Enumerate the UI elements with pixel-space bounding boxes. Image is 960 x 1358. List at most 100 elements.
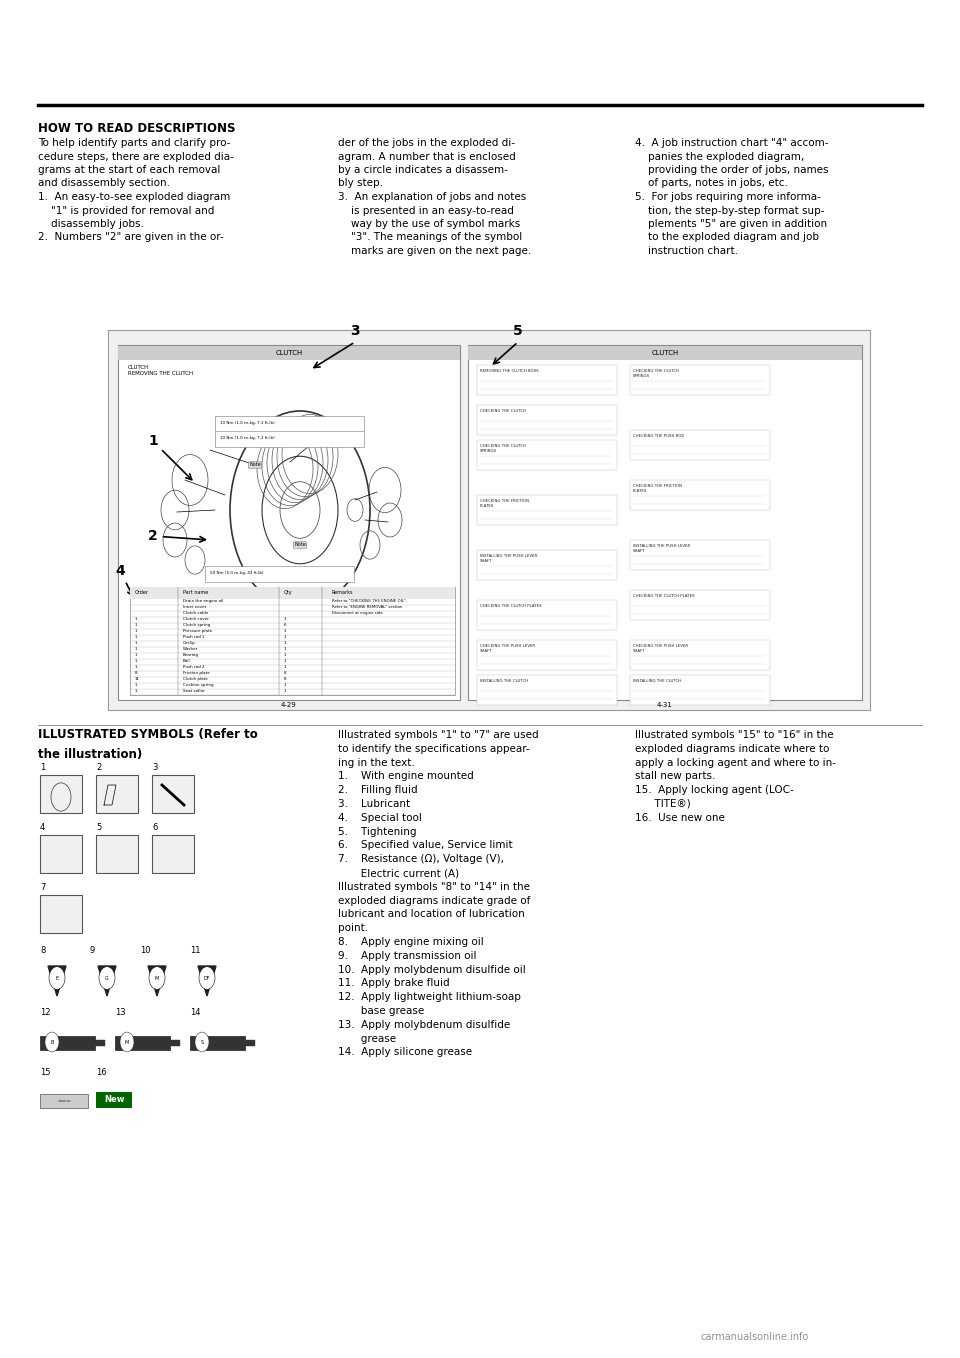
Polygon shape	[148, 966, 166, 995]
Text: 11: 11	[190, 947, 201, 955]
Text: 3: 3	[152, 763, 157, 771]
Text: 10 Nm (1.0 m-kg, 7.2 ft-lb): 10 Nm (1.0 m-kg, 7.2 ft-lb)	[220, 421, 275, 425]
Text: 1: 1	[134, 617, 137, 621]
Text: carmanualsonline.info: carmanualsonline.info	[701, 1332, 809, 1342]
Text: providing the order of jobs, names: providing the order of jobs, names	[635, 166, 828, 175]
Bar	[40, 775, 82, 813]
Text: 4.  A job instruction chart "4" accom-: 4. A job instruction chart "4" accom-	[635, 139, 828, 148]
Bar	[630, 365, 770, 395]
Text: ===: ===	[57, 1100, 71, 1104]
Bar	[40, 835, 82, 873]
Bar	[477, 550, 617, 580]
Bar	[130, 587, 455, 695]
Text: 1: 1	[283, 634, 286, 638]
Text: INSTALLING THE CLUTCH: INSTALLING THE CLUTCH	[633, 679, 681, 683]
Text: Pressure plate: Pressure plate	[182, 629, 212, 633]
Bar	[215, 416, 364, 432]
Text: 4: 4	[40, 823, 45, 832]
Text: "1" is provided for removal and: "1" is provided for removal and	[38, 205, 214, 216]
Text: 1: 1	[134, 653, 137, 657]
Text: To help identify parts and clarify pro-: To help identify parts and clarify pro-	[38, 139, 230, 148]
Text: M: M	[155, 975, 159, 980]
Text: 1: 1	[134, 623, 137, 627]
Bar	[468, 346, 862, 360]
Bar	[95, 1040, 105, 1046]
Text: CLUTCH: CLUTCH	[652, 350, 679, 356]
Circle shape	[149, 967, 165, 990]
Text: CHECKING THE PUSH LEVER
SHAFT: CHECKING THE PUSH LEVER SHAFT	[633, 644, 688, 653]
Circle shape	[99, 967, 115, 990]
Text: 11.  Apply brake fluid: 11. Apply brake fluid	[338, 978, 449, 989]
Bar	[477, 405, 617, 435]
Text: B: B	[50, 1039, 54, 1044]
Text: 1.  An easy-to-see exploded diagram: 1. An easy-to-see exploded diagram	[38, 191, 230, 202]
Bar	[96, 835, 138, 873]
Text: 3.  An explanation of jobs and notes: 3. An explanation of jobs and notes	[338, 191, 526, 202]
Text: CHECKING THE PUSH LEVER
SHAFT: CHECKING THE PUSH LEVER SHAFT	[480, 644, 535, 653]
Bar	[477, 365, 617, 395]
Text: 1: 1	[40, 763, 45, 771]
Text: 11: 11	[134, 676, 140, 680]
Text: Push rod 1: Push rod 1	[182, 634, 204, 638]
Text: 4: 4	[115, 564, 132, 596]
Text: tion, the step-by-step format sup-: tion, the step-by-step format sup-	[635, 205, 825, 216]
Text: Ball: Ball	[182, 659, 190, 663]
Text: 1: 1	[283, 629, 286, 633]
Text: exploded diagrams indicate grade of: exploded diagrams indicate grade of	[338, 895, 530, 906]
Text: panies the exploded diagram,: panies the exploded diagram,	[635, 152, 804, 162]
Text: exploded diagrams indicate where to: exploded diagrams indicate where to	[635, 744, 829, 754]
Text: 1: 1	[134, 646, 137, 650]
Bar	[468, 345, 862, 699]
Text: CLUTCH: CLUTCH	[128, 365, 149, 369]
Text: 15: 15	[40, 1067, 51, 1077]
Bar	[630, 540, 770, 570]
Text: to the exploded diagram and job: to the exploded diagram and job	[635, 232, 819, 243]
Text: Remarks: Remarks	[331, 589, 353, 595]
Text: 1: 1	[134, 665, 137, 668]
Text: marks are given on the next page.: marks are given on the next page.	[338, 246, 531, 257]
Text: 8: 8	[40, 947, 45, 955]
Text: 5.    Tightening: 5. Tightening	[338, 827, 417, 837]
Circle shape	[45, 1032, 59, 1052]
Circle shape	[199, 967, 215, 990]
Text: TITE®): TITE®)	[635, 799, 691, 809]
Text: Bearing: Bearing	[182, 653, 199, 657]
Text: CHECKING THE CLUTCH PLATES: CHECKING THE CLUTCH PLATES	[480, 604, 541, 608]
Text: 1.    With engine mounted: 1. With engine mounted	[338, 771, 473, 781]
Bar	[40, 895, 82, 933]
Text: 10.  Apply molybdenum disulfide oil: 10. Apply molybdenum disulfide oil	[338, 964, 526, 975]
Circle shape	[195, 1032, 209, 1052]
Text: 1: 1	[283, 617, 286, 621]
Bar	[215, 430, 364, 447]
Text: 10 Nm (1.0 m-kg, 7.2 ft-lb): 10 Nm (1.0 m-kg, 7.2 ft-lb)	[220, 436, 275, 440]
Text: 4.    Special tool: 4. Special tool	[338, 813, 421, 823]
Text: 1: 1	[134, 641, 137, 645]
Text: 14.  Apply silicone grease: 14. Apply silicone grease	[338, 1047, 472, 1058]
Text: 1: 1	[283, 653, 286, 657]
Text: base grease: base grease	[338, 1006, 424, 1016]
Bar	[630, 589, 770, 621]
Text: INSTALLING THE PUSH LEVER
SHAFT: INSTALLING THE PUSH LEVER SHAFT	[480, 554, 537, 562]
Text: 8: 8	[134, 671, 137, 675]
Text: 1: 1	[134, 629, 137, 633]
Text: 6: 6	[152, 823, 157, 832]
Bar	[477, 496, 617, 526]
Polygon shape	[48, 966, 66, 995]
Text: ing in the text.: ing in the text.	[338, 758, 415, 767]
Text: instruction chart.: instruction chart.	[635, 246, 738, 257]
Text: 8: 8	[283, 671, 286, 675]
Text: REMOVING THE CLUTCH: REMOVING THE CLUTCH	[128, 371, 193, 376]
Text: CHECKING THE CLUTCH: CHECKING THE CLUTCH	[480, 409, 526, 413]
Bar	[96, 1092, 132, 1108]
Bar	[245, 1040, 255, 1046]
Text: der of the jobs in the exploded di-: der of the jobs in the exploded di-	[338, 139, 515, 148]
Text: Drain the engine oil: Drain the engine oil	[182, 599, 223, 603]
Text: CHECKING THE CLUTCH PLATES: CHECKING THE CLUTCH PLATES	[633, 593, 694, 598]
Text: Part name: Part name	[182, 589, 208, 595]
Text: Order: Order	[134, 589, 149, 595]
Circle shape	[49, 967, 65, 990]
Text: DF: DF	[204, 975, 210, 980]
Bar	[152, 835, 194, 873]
Text: CHECKING THE FRICTION
PLATES: CHECKING THE FRICTION PLATES	[633, 483, 682, 493]
Text: 1: 1	[283, 641, 286, 645]
